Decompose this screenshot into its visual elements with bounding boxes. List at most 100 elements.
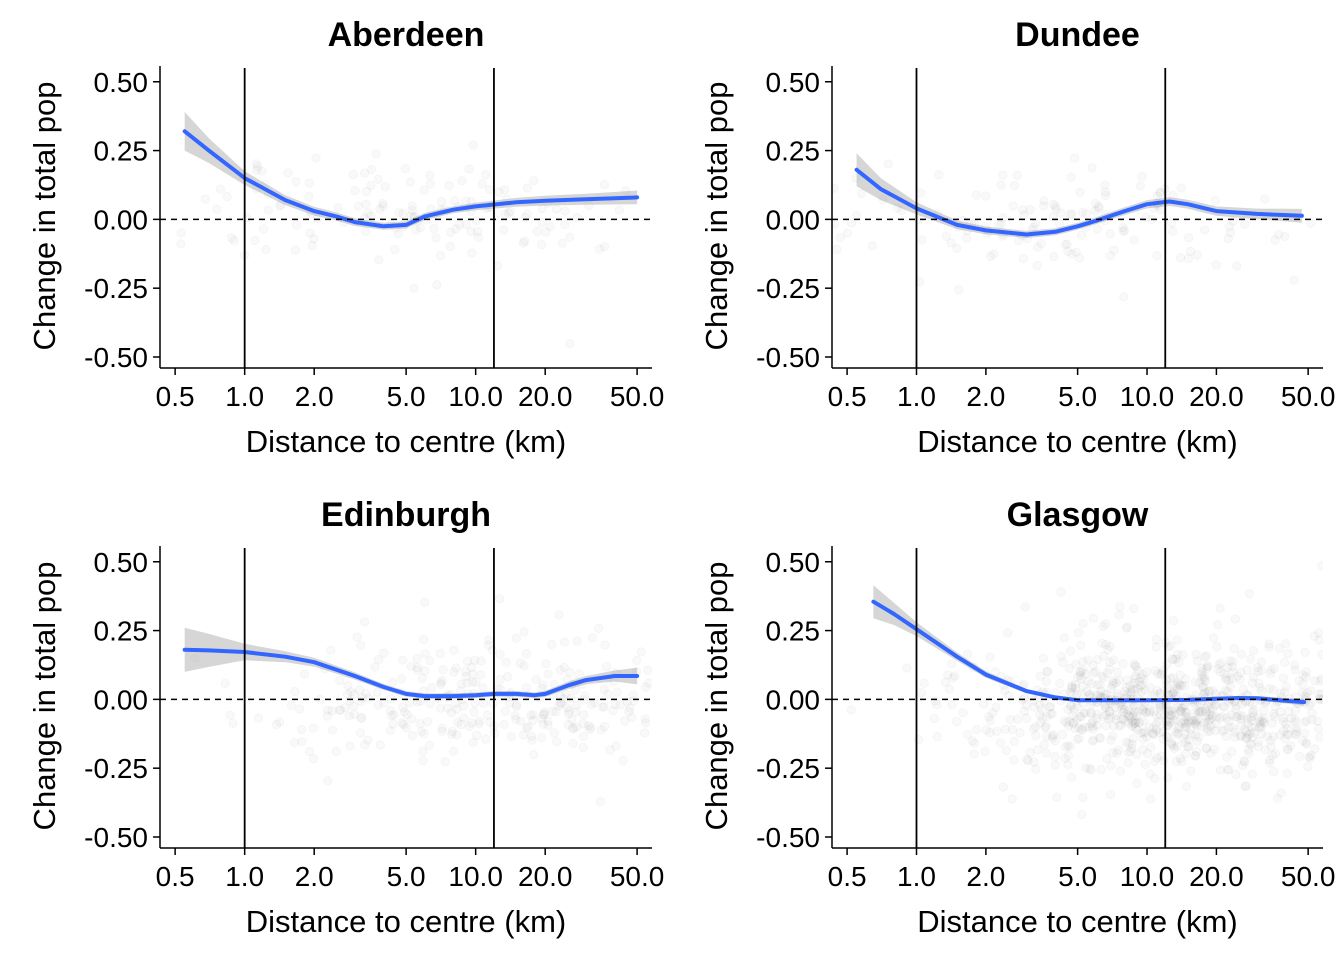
data-point xyxy=(1043,732,1051,740)
data-point xyxy=(596,797,604,805)
data-point xyxy=(1020,707,1028,715)
data-point xyxy=(1070,154,1078,162)
data-point xyxy=(223,192,231,200)
data-point xyxy=(1246,655,1254,663)
data-point xyxy=(644,679,652,687)
y-tick-label: -0.50 xyxy=(756,822,820,853)
data-point xyxy=(420,635,428,643)
x-tick-label: 1.0 xyxy=(897,381,936,412)
data-point xyxy=(561,207,569,215)
data-point xyxy=(1184,713,1192,721)
data-point xyxy=(1172,758,1180,766)
data-point xyxy=(1198,670,1206,678)
data-point xyxy=(1301,648,1309,656)
data-point xyxy=(1261,195,1269,203)
data-point xyxy=(351,187,359,195)
data-point xyxy=(843,229,851,237)
data-point xyxy=(1238,761,1246,769)
data-point xyxy=(579,732,587,740)
data-point xyxy=(920,679,928,687)
data-point xyxy=(390,711,398,719)
data-point xyxy=(226,711,234,719)
data-point xyxy=(291,687,299,695)
data-point xyxy=(530,751,538,759)
data-point xyxy=(953,717,961,725)
data-point xyxy=(447,708,455,716)
data-point xyxy=(506,207,514,215)
data-point xyxy=(1245,590,1253,598)
data-point xyxy=(1039,654,1047,662)
data-point xyxy=(477,657,485,665)
data-point xyxy=(999,214,1007,222)
data-point xyxy=(1109,656,1117,664)
data-point xyxy=(1043,667,1051,675)
data-point xyxy=(1068,773,1076,781)
data-point xyxy=(1185,735,1193,743)
x-tick-label: 1.0 xyxy=(225,381,264,412)
data-point xyxy=(406,178,414,186)
data-point xyxy=(441,758,449,766)
data-point xyxy=(1292,730,1300,738)
data-point xyxy=(1146,795,1154,803)
data-point xyxy=(349,170,357,178)
data-point xyxy=(1249,647,1257,655)
data-point xyxy=(1220,703,1228,711)
data-point xyxy=(999,783,1007,791)
data-point xyxy=(1211,197,1219,205)
data-point xyxy=(1085,723,1093,731)
data-point xyxy=(467,227,475,235)
data-point xyxy=(1099,622,1107,630)
data-point xyxy=(1194,657,1202,665)
data-point xyxy=(963,234,971,242)
data-point xyxy=(621,717,629,725)
data-point xyxy=(600,243,608,251)
data-point xyxy=(1077,641,1085,649)
data-point xyxy=(1316,733,1324,741)
data-point xyxy=(1153,711,1161,719)
data-point xyxy=(309,724,317,732)
data-point xyxy=(1126,682,1134,690)
x-tick-label: 2.0 xyxy=(295,381,334,412)
x-tick-label: 0.5 xyxy=(156,861,195,892)
data-point xyxy=(1093,225,1101,233)
x-axis-title: Distance to centre (km) xyxy=(246,904,566,939)
data-point xyxy=(552,205,560,213)
data-point xyxy=(989,250,997,258)
data-point xyxy=(1107,790,1115,798)
data-point xyxy=(521,237,529,245)
panel-title: Edinburgh xyxy=(321,496,491,534)
data-point xyxy=(847,706,855,714)
data-point xyxy=(477,671,485,679)
data-point xyxy=(1240,220,1248,228)
data-point xyxy=(1042,749,1050,757)
data-point xyxy=(496,650,504,658)
data-point xyxy=(986,653,994,661)
data-point xyxy=(472,217,480,225)
data-point xyxy=(868,242,876,250)
data-point xyxy=(419,756,427,764)
data-point xyxy=(556,666,564,674)
panel-title: Aberdeen xyxy=(328,16,485,54)
y-axis-title: Change in total pop xyxy=(27,562,62,831)
y-tick-label: -0.25 xyxy=(84,273,148,304)
data-point xyxy=(550,729,558,737)
data-point xyxy=(1034,243,1042,251)
data-point xyxy=(177,229,185,237)
data-point xyxy=(519,731,527,739)
data-point xyxy=(1072,248,1080,256)
data-point xyxy=(566,340,574,348)
data-point xyxy=(1186,725,1194,733)
data-point xyxy=(430,224,438,232)
data-point xyxy=(408,731,416,739)
data-point xyxy=(177,240,185,248)
data-point xyxy=(1152,643,1160,651)
x-tick-label: 5.0 xyxy=(387,381,426,412)
data-point xyxy=(1093,681,1101,689)
data-point xyxy=(312,154,320,162)
data-point xyxy=(1113,749,1121,757)
x-tick-label: 10.0 xyxy=(1120,381,1175,412)
data-point xyxy=(1176,681,1184,689)
data-point xyxy=(291,246,299,254)
data-point xyxy=(432,234,440,242)
data-point xyxy=(1156,690,1164,698)
